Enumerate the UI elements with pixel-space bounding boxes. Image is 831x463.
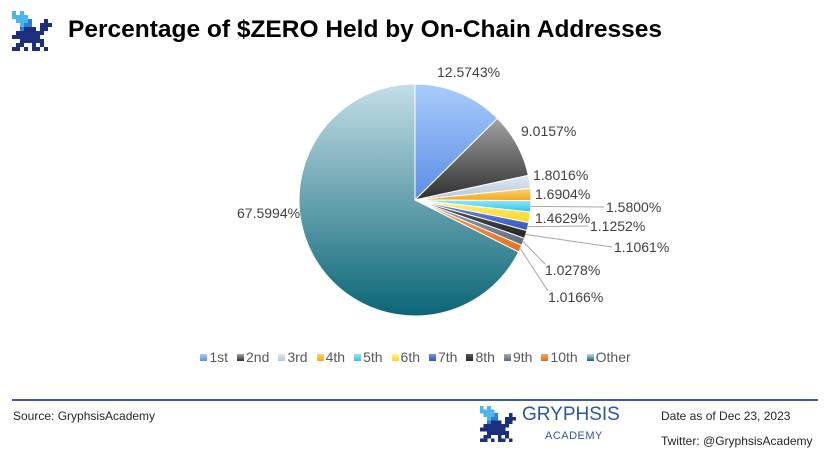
legend-marker	[429, 354, 436, 361]
legend-marker	[503, 354, 511, 361]
legend: 1st 2nd 3rd 4th 5th 6th 7th 8th 9th 10th…	[0, 349, 831, 366]
legend-item-4th: 4th	[316, 349, 346, 366]
legend-marker	[354, 354, 362, 361]
leader-line-5th	[530, 205, 605, 208]
legend-item-5th: 5th	[354, 349, 383, 366]
legend-label: 7th	[438, 349, 458, 365]
data-label-7th: 1.1252%	[590, 218, 645, 234]
data-label-9th: 1.0278%	[545, 262, 600, 278]
chart-title: Percentage of $ZERO Held by On-Chain Add…	[68, 16, 663, 43]
date-text: Date as of Dec 23, 2023	[661, 409, 791, 423]
legend-item-9th: 9th	[503, 349, 533, 366]
legend-label: Other	[595, 349, 631, 365]
leader-lines	[519, 205, 613, 292]
legend-label: 2nd	[246, 349, 270, 365]
legend-item-7th: 7th	[429, 349, 457, 366]
legend-item-3rd: 3rd	[278, 349, 308, 366]
data-label-4th: 1.6904%	[535, 186, 590, 202]
footer-divider	[12, 399, 818, 401]
legend-marker	[586, 354, 594, 361]
data-labels: 12.5743% 9.0157% 1.8016% 1.6904% 1.5800% 1.46…	[237, 64, 669, 305]
legend-item-2nd: 2nd	[237, 349, 269, 366]
legend-item-8th: 8th	[466, 349, 495, 366]
legend-label: 5th	[363, 349, 383, 365]
leader-line-7th	[527, 225, 589, 228]
legend-item-6th: 6th	[391, 349, 420, 366]
legend-marker	[237, 354, 244, 361]
data-label-10th: 1.0166%	[548, 289, 603, 305]
source-text: Source: GryphsisAcademy	[13, 409, 156, 423]
brand-name: GRYPHSIS	[522, 404, 620, 425]
leader-line-10th	[519, 248, 549, 292]
leader-line-9th	[522, 241, 546, 265]
legend-marker	[200, 354, 208, 361]
gryphsis-logo-icon	[480, 406, 516, 442]
legend-marker	[541, 354, 549, 361]
legend-item-other: Other	[586, 349, 631, 366]
data-label-5th: 1.5800%	[606, 199, 661, 215]
legend-label: 6th	[400, 349, 420, 365]
legend-label: 4th	[325, 349, 346, 365]
gryphsis-logo-icon	[12, 11, 52, 51]
legend-label: 9th	[512, 349, 533, 365]
pie-slices	[298, 83, 532, 317]
legend-marker	[316, 354, 324, 361]
legend-marker	[391, 354, 399, 361]
legend-label: 1st	[209, 349, 228, 365]
leader-line-8th	[525, 233, 613, 248]
pie-slice-1st	[414, 83, 498, 201]
twitter-handle: Twitter: @GryphsisAcademy	[661, 434, 813, 448]
data-label-6th: 1.4629%	[535, 210, 590, 226]
legend-item-10th: 10th	[541, 349, 578, 366]
legend-label: 3rd	[287, 349, 308, 365]
data-label-other: 67.5994%	[237, 205, 300, 221]
legend-marker	[278, 354, 286, 361]
pie-chart: 12.5743% 9.0157% 1.8016% 1.6904% 1.5800% 1.46…	[237, 64, 669, 317]
data-label-1st: 12.5743%	[437, 64, 500, 80]
brand-subtitle: ACADEMY	[545, 430, 603, 442]
legend-label: 8th	[475, 349, 495, 365]
legend-marker	[466, 354, 474, 361]
data-label-3rd: 1.8016%	[533, 167, 588, 183]
legend-item-1st: 1st	[200, 349, 228, 366]
legend-label: 10th	[550, 349, 578, 365]
data-label-2nd: 9.0157%	[521, 123, 576, 139]
pie-slice-other	[298, 83, 520, 317]
data-label-8th: 1.1061%	[614, 239, 669, 255]
